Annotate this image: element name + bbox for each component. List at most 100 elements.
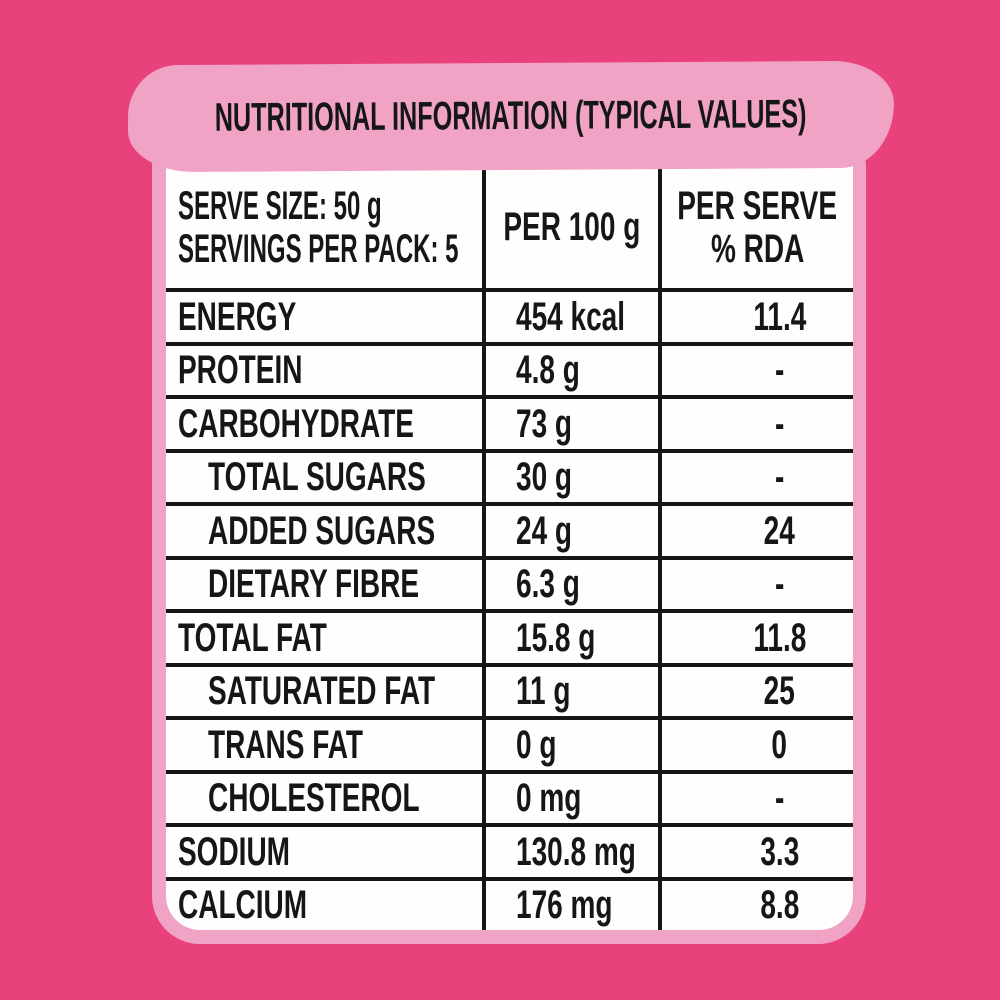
rda-value-cell: - bbox=[658, 452, 853, 502]
per-100g-value-cell: 15.8 g bbox=[482, 613, 658, 663]
nutrient-label-cell: SODIUM bbox=[166, 827, 482, 877]
table-header-row: SERVE SIZE: 50 g SERVINGS PER PACK: 5 PE… bbox=[166, 150, 853, 288]
rda-value: - bbox=[774, 562, 785, 607]
header-per-serve-cell: PER SERVE % RDA bbox=[658, 150, 853, 288]
serve-size-text: SERVE SIZE: 50 g bbox=[178, 183, 382, 228]
page-title: NUTRITIONAL INFORMATION (TYPICAL VALUES) bbox=[215, 92, 807, 140]
rda-value: - bbox=[774, 455, 785, 500]
per-100g-value: 30 g bbox=[516, 455, 573, 500]
per-100g-value-cell: 73 g bbox=[482, 399, 658, 449]
nutrient-label: DIETARY FIBRE bbox=[208, 562, 420, 607]
nutrient-label: TOTAL FAT bbox=[178, 615, 327, 660]
nutrient-label-cell: DIETARY FIBRE bbox=[166, 560, 482, 610]
nutrient-label-cell: CALCIUM bbox=[166, 881, 482, 931]
rda-value-cell: 25 bbox=[658, 666, 853, 716]
per-serve-header-text: PER SERVE bbox=[677, 183, 838, 228]
rda-value: - bbox=[774, 401, 785, 446]
per-100g-value-cell: 4.8 g bbox=[482, 345, 658, 395]
nutrient-label: TRANS FAT bbox=[208, 722, 364, 767]
nutrient-label-cell: CHOLESTEROL bbox=[166, 774, 482, 824]
table-row: CARBOHYDRATE 73 g - bbox=[166, 395, 853, 449]
rda-value-cell: - bbox=[658, 773, 853, 823]
table-row: PROTEIN 4.8 g - bbox=[166, 341, 853, 396]
per-100g-value-cell: 0 g bbox=[482, 720, 658, 770]
table-row: CALCIUM 176 mg 8.8 bbox=[166, 876, 853, 931]
rda-value: 24 bbox=[763, 508, 796, 553]
rda-value-cell: 8.8 bbox=[658, 880, 853, 930]
table-row: ADDED SUGARS 24 g 24 bbox=[166, 502, 853, 556]
nutrient-label: ADDED SUGARS bbox=[208, 508, 436, 553]
per-100g-value: 15.8 g bbox=[516, 615, 596, 660]
per-100g-value: 4.8 g bbox=[516, 348, 580, 393]
header-per-100g-cell: PER 100 g bbox=[482, 150, 658, 288]
rda-value: 8.8 bbox=[760, 883, 799, 928]
per-100g-value: 6.3 g bbox=[516, 562, 580, 607]
nutrient-label-cell: TOTAL SUGARS bbox=[166, 453, 482, 503]
header-serve-info-cell: SERVE SIZE: 50 g SERVINGS PER PACK: 5 bbox=[166, 150, 482, 288]
per-100g-value-cell: 454 kcal bbox=[482, 292, 658, 342]
table-row: TOTAL SUGARS 30 g - bbox=[166, 448, 853, 503]
nutrient-label: CARBOHYDRATE bbox=[178, 401, 414, 446]
table-row: SODIUM 130.8 mg 3.3 bbox=[166, 823, 853, 877]
table-panel: SERVE SIZE: 50 g SERVINGS PER PACK: 5 PE… bbox=[166, 150, 853, 930]
rda-value-cell: 11.8 bbox=[658, 613, 853, 663]
per-100g-value-cell: 11 g bbox=[482, 666, 658, 716]
table-row: ENERGY 454 kcal 11.4 bbox=[166, 288, 853, 342]
table-row: SATURATED FAT 11 g 25 bbox=[166, 662, 853, 717]
nutrient-label: SODIUM bbox=[178, 829, 290, 874]
per-100g-value-cell: 6.3 g bbox=[482, 559, 658, 609]
per-100g-header-text: PER 100 g bbox=[503, 205, 641, 249]
rda-value-cell: - bbox=[658, 345, 853, 395]
rda-value-cell: 11.4 bbox=[658, 292, 853, 342]
per-100g-value-cell: 176 mg bbox=[482, 880, 658, 930]
per-100g-value: 73 g bbox=[516, 401, 573, 446]
per-100g-value-cell: 24 g bbox=[482, 506, 658, 556]
rda-value: 11.8 bbox=[753, 615, 806, 660]
rda-value: 3.3 bbox=[760, 829, 799, 874]
rda-value: 25 bbox=[763, 669, 796, 714]
table-frame: SERVE SIZE: 50 g SERVINGS PER PACK: 5 PE… bbox=[152, 140, 866, 944]
nutrient-label: CALCIUM bbox=[178, 883, 308, 928]
rda-value: 11.4 bbox=[753, 294, 806, 339]
rda-value: - bbox=[774, 348, 785, 393]
table-row: TRANS FAT 0 g 0 bbox=[166, 716, 853, 770]
rda-value-cell: 24 bbox=[658, 506, 853, 556]
nutrient-label: TOTAL SUGARS bbox=[208, 455, 426, 500]
per-100g-value: 0 mg bbox=[516, 776, 582, 821]
nutrient-label-cell: SATURATED FAT bbox=[166, 667, 482, 717]
table-row: CHOLESTEROL 0 mg - bbox=[166, 769, 853, 824]
servings-per-pack-text: SERVINGS PER PACK: 5 bbox=[178, 226, 459, 271]
nutrient-label: CHOLESTEROL bbox=[208, 776, 420, 821]
table-rows: ENERGY 454 kcal 11.4 PROTEIN 4.8 g - CAR… bbox=[166, 288, 853, 930]
nutrient-label-cell: CARBOHYDRATE bbox=[166, 399, 482, 449]
per-100g-value: 130.8 mg bbox=[516, 829, 636, 874]
per-100g-value: 11 g bbox=[516, 669, 571, 714]
per-100g-value: 0 g bbox=[516, 722, 557, 767]
nutrition-table: SERVE SIZE: 50 g SERVINGS PER PACK: 5 PE… bbox=[166, 150, 853, 930]
nutrient-label-cell: TOTAL FAT bbox=[166, 613, 482, 663]
per-100g-value: 454 kcal bbox=[516, 294, 625, 339]
per-100g-value-cell: 130.8 mg bbox=[482, 827, 658, 877]
rda-value-cell: 0 bbox=[658, 720, 853, 770]
rda-value-cell: 3.3 bbox=[658, 827, 853, 877]
nutrient-label-cell: ADDED SUGARS bbox=[166, 506, 482, 556]
nutrient-label-cell: PROTEIN bbox=[166, 346, 482, 396]
table-row: DIETARY FIBRE 6.3 g - bbox=[166, 555, 853, 610]
rda-value-cell: - bbox=[658, 399, 853, 449]
per-100g-value: 24 g bbox=[516, 508, 573, 553]
per-100g-value-cell: 30 g bbox=[482, 452, 658, 502]
rda-value: 0 bbox=[771, 722, 788, 767]
rda-value-cell: - bbox=[658, 559, 853, 609]
nutrient-label-cell: TRANS FAT bbox=[166, 720, 482, 770]
title-banner: NUTRITIONAL INFORMATION (TYPICAL VALUES) bbox=[127, 60, 895, 173]
per-100g-value-cell: 0 mg bbox=[482, 773, 658, 823]
rda-value: - bbox=[774, 776, 785, 821]
per-100g-value: 176 mg bbox=[516, 883, 613, 928]
nutrient-label: ENERGY bbox=[178, 294, 297, 339]
rda-header-text: % RDA bbox=[710, 226, 805, 271]
table-row: TOTAL FAT 15.8 g 11.8 bbox=[166, 609, 853, 663]
nutrient-label: SATURATED FAT bbox=[208, 669, 436, 714]
nutrient-label-cell: ENERGY bbox=[166, 292, 482, 342]
nutrient-label: PROTEIN bbox=[178, 348, 303, 393]
